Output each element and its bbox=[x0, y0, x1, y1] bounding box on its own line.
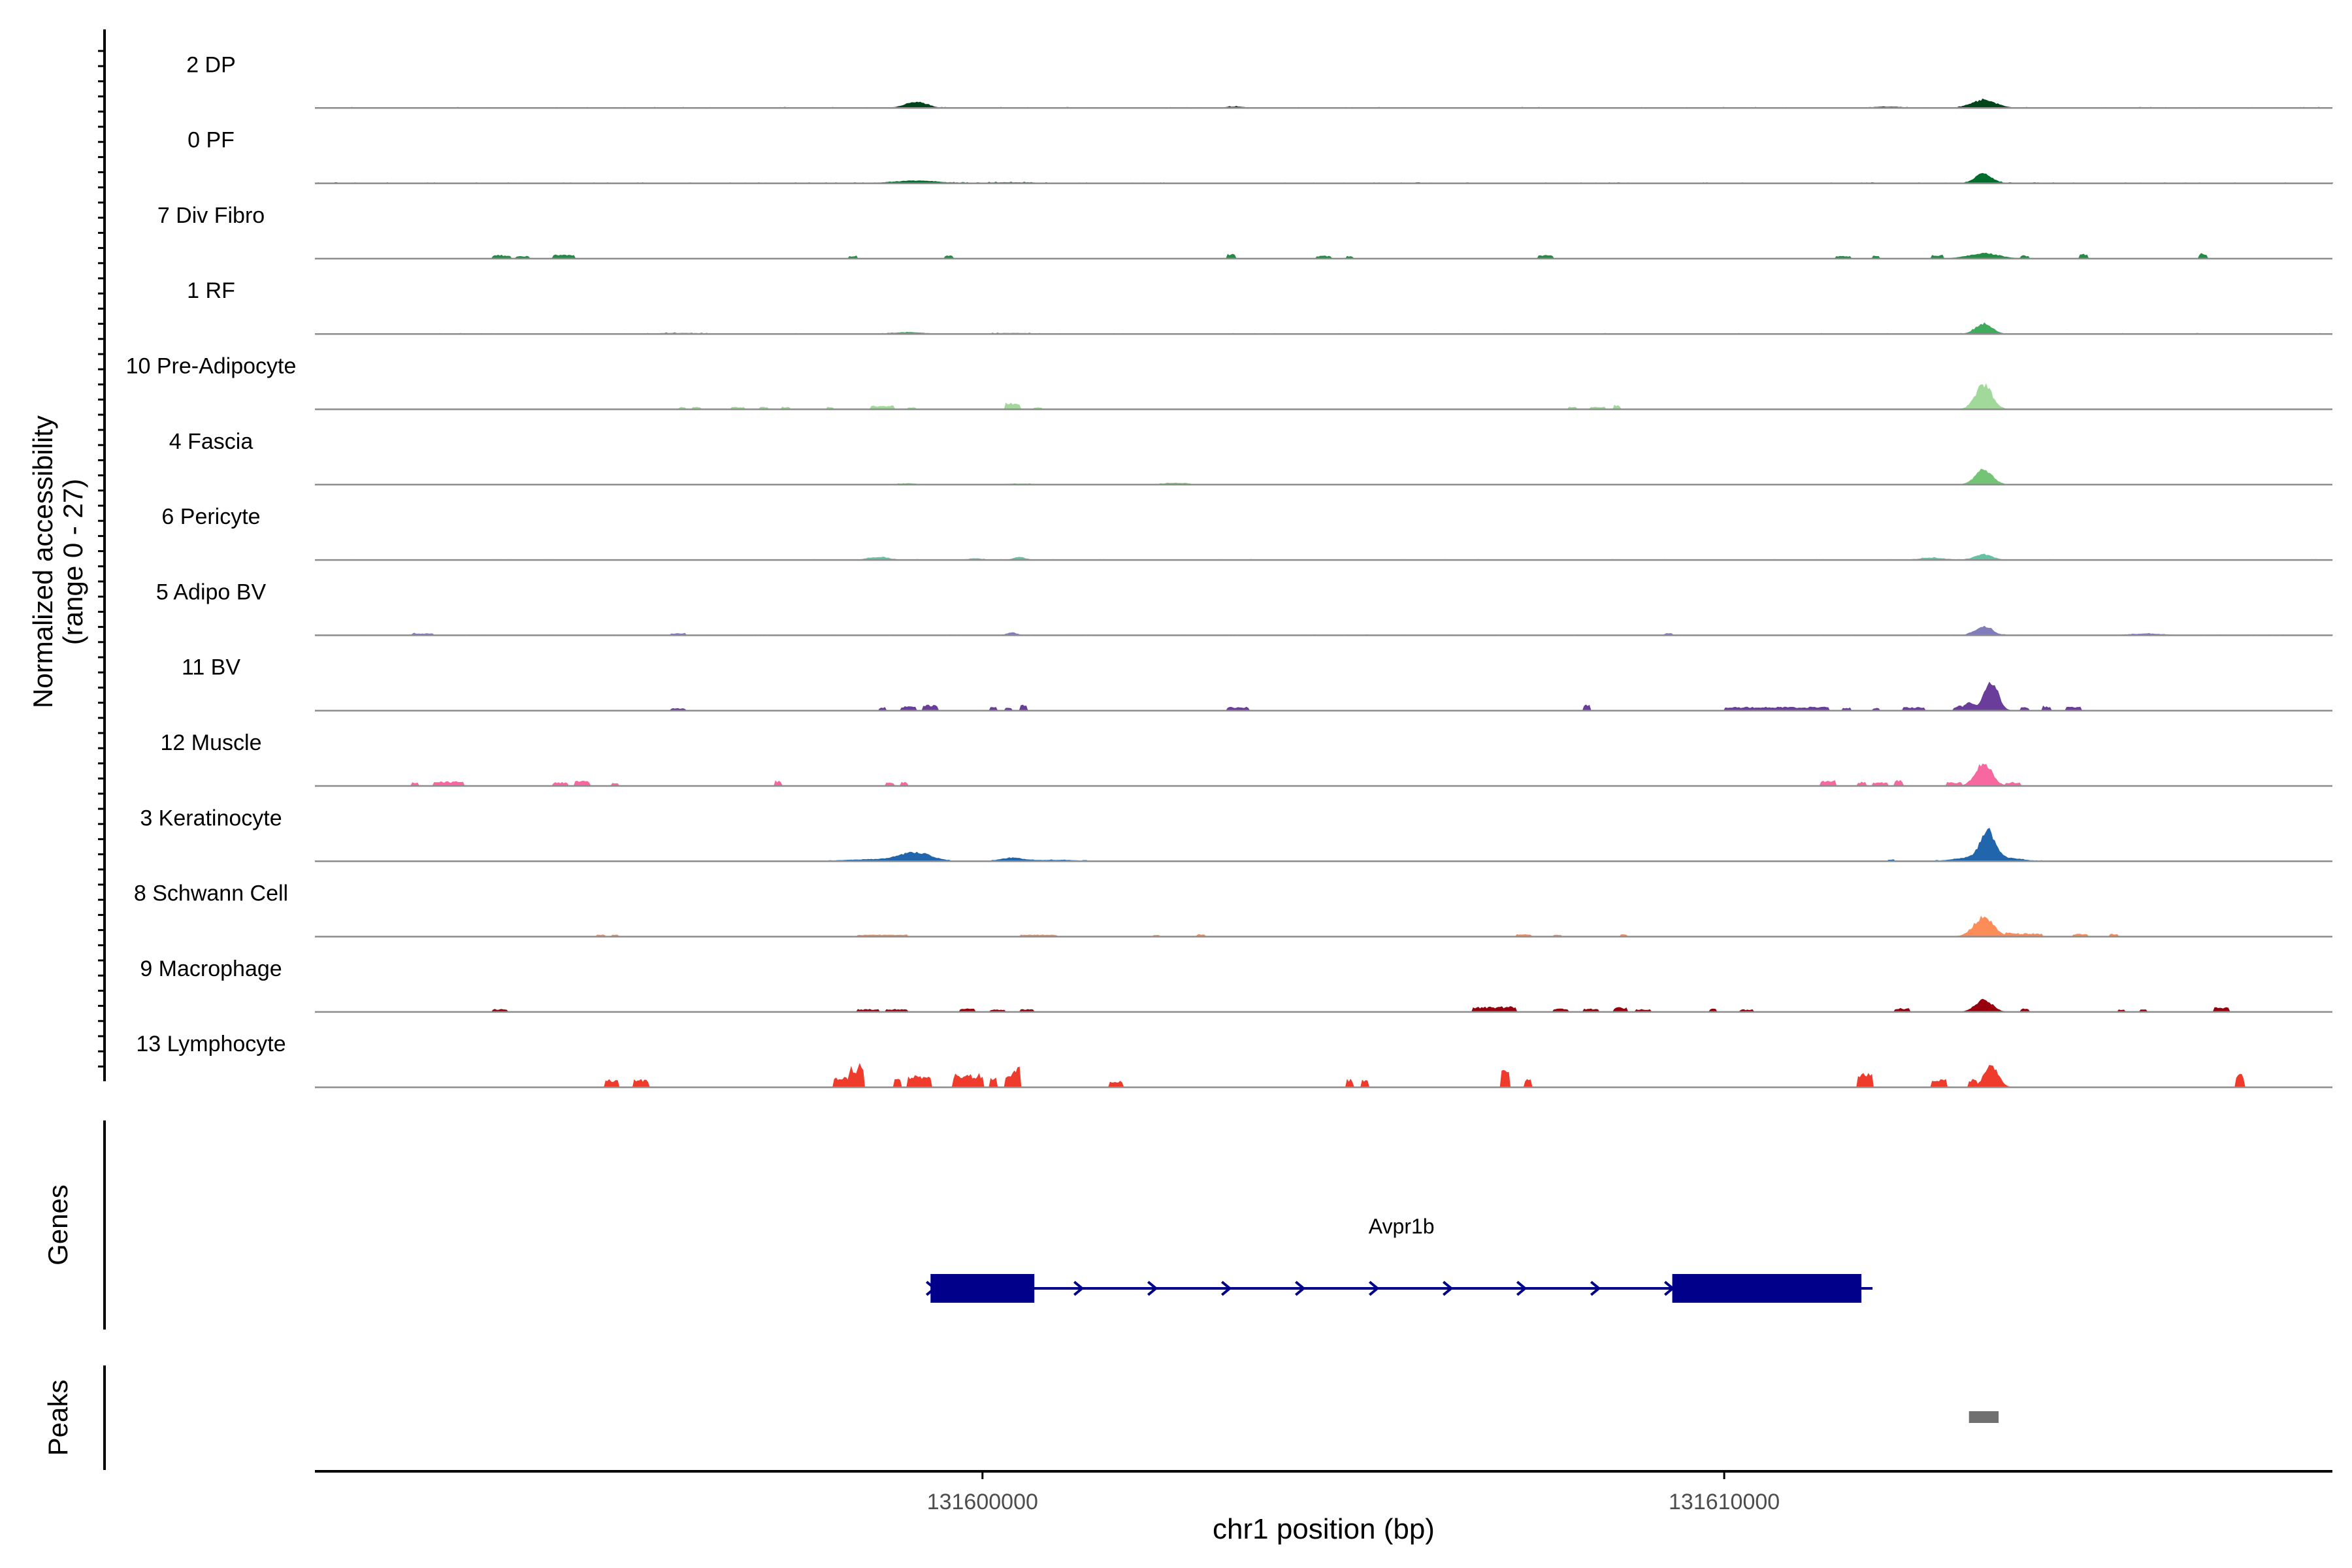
track-9: 11 BV bbox=[182, 655, 2332, 711]
track-4: 1 RF bbox=[187, 278, 2332, 335]
coverage-area bbox=[315, 98, 2332, 108]
coverage-area bbox=[315, 553, 2333, 561]
coverage-area bbox=[315, 252, 2332, 259]
track-7: 6 Pericyte bbox=[161, 504, 2333, 561]
track-1: 2 DP bbox=[186, 52, 2332, 109]
track-6: 4 Fascia bbox=[169, 429, 2332, 486]
coverage-area bbox=[315, 763, 2332, 787]
track-12: 8 Schwann Cell bbox=[134, 881, 2332, 938]
strand-arrow bbox=[1295, 1281, 1306, 1296]
track-5: 10 Pre-Adipocyte bbox=[126, 354, 2332, 410]
track-label: 0 PF bbox=[188, 128, 235, 153]
x-tick-label: 131600000 bbox=[927, 1490, 1038, 1514]
strand-arrow bbox=[1590, 1281, 1601, 1296]
track-label: 3 Keratinocyte bbox=[140, 806, 282, 830]
coverage-area bbox=[315, 681, 2332, 711]
x-axis-title: chr1 position (bp) bbox=[1213, 1513, 1435, 1545]
track-3: 7 Div Fibro bbox=[157, 203, 2332, 260]
strand-arrow bbox=[1369, 1281, 1380, 1296]
track-label: 9 Macrophage bbox=[140, 956, 282, 981]
track-label: 12 Muscle bbox=[161, 730, 262, 755]
gene-exon bbox=[930, 1274, 1035, 1303]
gene-exon bbox=[1672, 1274, 1862, 1303]
strand-arrow bbox=[1073, 1281, 1085, 1296]
track-8: 5 Adipo BV bbox=[156, 580, 2333, 636]
strand-arrow bbox=[1443, 1281, 1454, 1296]
track-label: 2 DP bbox=[186, 52, 236, 77]
gene-name-label: Avpr1b bbox=[1369, 1215, 1435, 1238]
coverage-area bbox=[315, 322, 2332, 335]
coverage-area bbox=[315, 625, 2333, 636]
y-axis-title: Normalized accessibility bbox=[27, 416, 58, 708]
y-axis-range: (range 0 - 27) bbox=[57, 479, 88, 645]
track-14: 13 Lymphocyte bbox=[136, 1032, 2332, 1088]
track-10: 12 Muscle bbox=[161, 730, 2332, 787]
peak-region bbox=[1968, 1411, 1999, 1423]
track-11: 3 Keratinocyte bbox=[140, 806, 2332, 862]
coverage-area bbox=[315, 915, 2332, 938]
coverage-tracks: 2 DP 0 PF 7 Div Fibro 1 RF 10 Pre-Adipocyte 4… bbox=[126, 52, 2333, 1088]
coverage-area bbox=[315, 1063, 2332, 1088]
track-label: 8 Schwann Cell bbox=[134, 881, 288, 906]
track-2: 0 PF bbox=[188, 128, 2333, 184]
coverage-area bbox=[314, 828, 2332, 862]
x-tick-label: 131610000 bbox=[1669, 1490, 1780, 1514]
track-label: 4 Fascia bbox=[169, 429, 253, 454]
strand-arrow bbox=[1147, 1281, 1158, 1296]
track-label: 5 Adipo BV bbox=[156, 580, 267, 604]
track-label: 1 RF bbox=[187, 278, 235, 303]
coverage-area bbox=[315, 468, 2332, 485]
track-label: 7 Div Fibro bbox=[157, 203, 265, 228]
x-axis: chr1 position (bp) 131600000 131610000 bbox=[315, 1470, 2332, 1545]
coverage-area bbox=[315, 172, 2333, 184]
y-axis-label: Normalized accessibility (range 0 - 27) bbox=[27, 416, 88, 708]
track-13: 9 Macrophage bbox=[140, 956, 2332, 1013]
genes-track-label: Genes bbox=[42, 1184, 73, 1266]
track-label: 6 Pericyte bbox=[161, 504, 260, 529]
peaks-panel: Peaks bbox=[42, 1365, 1999, 1470]
track-label: 10 Pre-Adipocyte bbox=[126, 354, 297, 379]
track-label: 13 Lymphocyte bbox=[136, 1032, 286, 1056]
track-label: 11 BV bbox=[182, 655, 240, 680]
genes-panel: Genes Avpr1b bbox=[42, 1120, 1873, 1330]
peaks-track-label: Peaks bbox=[42, 1380, 73, 1456]
strand-arrow bbox=[1221, 1281, 1232, 1296]
coverage-area bbox=[315, 383, 2332, 410]
coverage-axis bbox=[98, 29, 106, 1081]
strand-arrow bbox=[1516, 1281, 1527, 1296]
coverage-area bbox=[315, 998, 2332, 1013]
